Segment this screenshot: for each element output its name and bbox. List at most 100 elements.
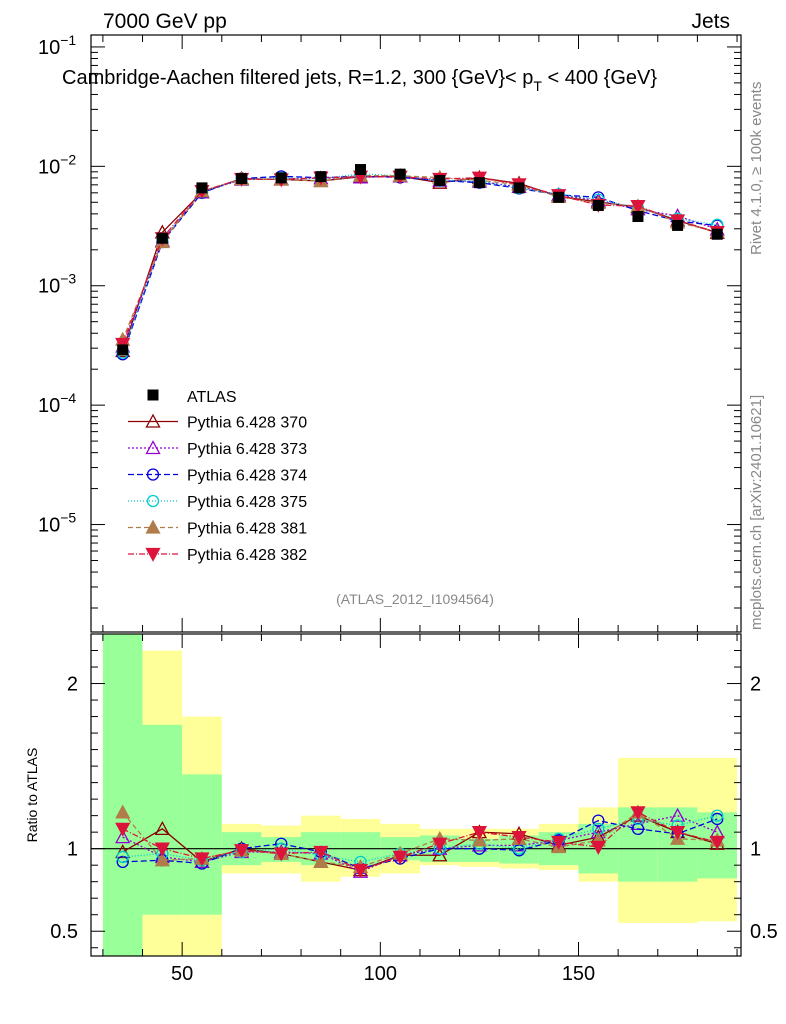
- reference-point: [553, 191, 565, 203]
- reference-point: [672, 219, 684, 231]
- series-point-ratio: [631, 822, 645, 836]
- series-point-ratio: [115, 844, 131, 859]
- series-point-ratio: [392, 850, 408, 865]
- series-group: [115, 164, 725, 878]
- series-point-ratio: [273, 847, 289, 862]
- series-point-ratio: [551, 835, 567, 850]
- x-tick-label: 50: [171, 963, 193, 985]
- series-point-ratio: [115, 822, 131, 837]
- ratio-band-inner: [142, 724, 183, 915]
- legend-label: Pythia 6.428 382: [187, 547, 307, 564]
- legend-marker: [146, 494, 160, 508]
- series-line-ratio: [122, 811, 718, 871]
- ratio-band-inner: [102, 634, 143, 956]
- energy-label: 7000 GeV pp: [103, 10, 227, 33]
- series-point-ratio: [154, 852, 170, 867]
- chart-title: Cambridge-Aachen filtered jets, R=1.2, 3…: [62, 67, 657, 94]
- ratio-tick-label: 0.5: [50, 921, 78, 943]
- series-point-ratio: [432, 837, 448, 852]
- axes-group: 50 100 150 10−5 10−4 10−3 10−2 10−1 0.5 0.5 1 1 2 2: [38, 32, 778, 985]
- legend-label: Pythia 6.428 370: [187, 415, 307, 432]
- legend-label: Pythia 6.428 374: [187, 468, 307, 485]
- legend-label: Pythia 6.428 381: [187, 521, 307, 538]
- ratio-frame: [90, 633, 742, 957]
- reference-point: [473, 177, 485, 189]
- y-tick-label: 10−1: [38, 32, 76, 59]
- reference-point: [632, 211, 644, 223]
- series-point-ratio: [711, 809, 724, 822]
- y-tick-label: 10−3: [38, 271, 76, 298]
- jets-label: Jets: [691, 10, 730, 33]
- main-frame: [90, 34, 742, 633]
- series-point-ratio: [592, 814, 605, 827]
- series-point-ratio: [154, 820, 170, 836]
- reference-point: [236, 173, 248, 185]
- series-point-ratio: [630, 806, 646, 821]
- series-line-main: [122, 175, 718, 352]
- ratio-tick-label: 1: [67, 839, 78, 861]
- x-tick-label: 100: [364, 963, 397, 985]
- series-point-ratio: [194, 852, 210, 867]
- series-line-ratio: [122, 811, 718, 868]
- legend-marker: [146, 468, 160, 481]
- series-point-ratio: [313, 845, 329, 860]
- series-point-ratio: [590, 840, 606, 855]
- ratio-tick-label-right: 0.5: [750, 921, 778, 943]
- ratio-band-inner: [182, 774, 222, 915]
- ratio-axis-label: Ratio to ATLAS: [24, 748, 40, 843]
- series-point-main: [630, 200, 646, 215]
- reference-point: [315, 171, 327, 183]
- series-point-ratio: [154, 842, 170, 857]
- legend-label: Pythia 6.428 375: [187, 494, 307, 511]
- y-tick-label: 10−4: [38, 390, 76, 417]
- series-point-ratio: [669, 807, 686, 822]
- analysis-tag: (ATLAS_2012_I1094564): [336, 591, 494, 607]
- series-point-ratio: [669, 826, 686, 841]
- reference-point: [117, 344, 129, 356]
- reference-point: [434, 175, 446, 187]
- legend-marker: [145, 547, 161, 562]
- legend-label: Pythia 6.428 373: [187, 441, 307, 458]
- series-line-ratio: [122, 814, 718, 873]
- series-point-ratio: [234, 844, 250, 859]
- ratio-tick-label: 2: [67, 674, 78, 696]
- series-point-ratio: [352, 863, 369, 878]
- x-tick-label: 150: [562, 963, 595, 985]
- reference-point: [196, 182, 208, 194]
- reference-point: [513, 182, 525, 194]
- reference-point: [355, 164, 367, 176]
- legend-label-reference: ATLAS: [187, 389, 237, 406]
- series-point-ratio: [511, 830, 527, 845]
- reference-series: [117, 164, 723, 356]
- reference-point: [711, 228, 723, 240]
- series-line-main: [122, 176, 718, 345]
- series-line-main: [122, 175, 718, 355]
- reference-point: [275, 172, 287, 184]
- reference-point: [592, 199, 604, 211]
- legend-marker: [145, 440, 161, 455]
- reference-point: [156, 232, 168, 244]
- legend-marker-reference: [147, 389, 159, 401]
- uncertainty-bands: [102, 634, 738, 956]
- y-tick-label: 10−5: [38, 510, 76, 537]
- ratio-tick-label-right: 2: [750, 674, 761, 696]
- series-point-ratio: [709, 835, 725, 850]
- series-point-ratio: [471, 826, 488, 841]
- y-tick-label: 10−2: [38, 151, 76, 178]
- series-point-ratio: [313, 854, 329, 869]
- series-point-ratio: [115, 829, 131, 844]
- legend: ATLAS Pythia 6.428 370 Pythia 6.428 373 Pyt…: [128, 389, 307, 564]
- series-line-main: [122, 175, 718, 347]
- legend-marker: [145, 519, 161, 534]
- series-line-ratio: [122, 818, 718, 870]
- series-point-ratio: [711, 812, 724, 826]
- series-line-main: [122, 174, 718, 340]
- rivet-version-label: Rivet 4.1.0, ≥ 100k events: [748, 82, 765, 255]
- series-point-ratio: [116, 850, 129, 864]
- reference-point: [394, 168, 406, 180]
- legend-marker: [145, 413, 161, 428]
- ratio-tick-label-right: 1: [750, 839, 761, 861]
- series-point-ratio: [115, 804, 131, 819]
- series-line-main: [122, 173, 718, 353]
